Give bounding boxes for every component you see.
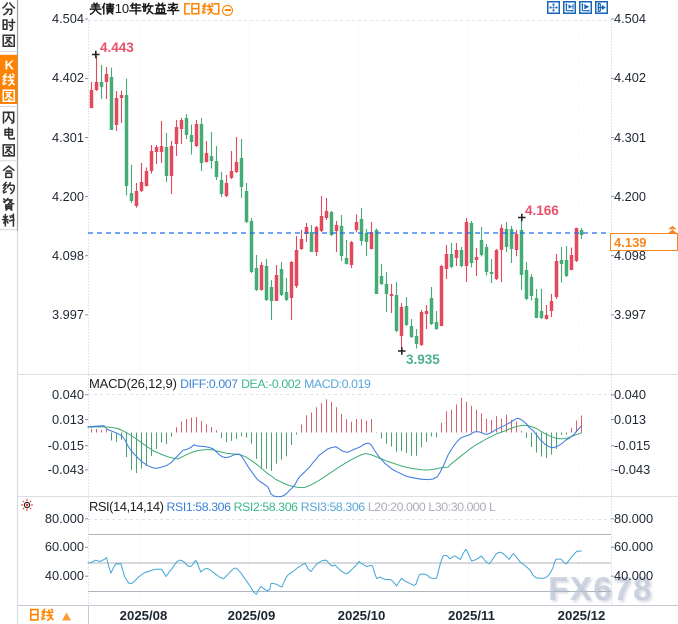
svg-text:10: 10 — [115, 1, 129, 16]
svg-text:K: K — [5, 58, 15, 73]
